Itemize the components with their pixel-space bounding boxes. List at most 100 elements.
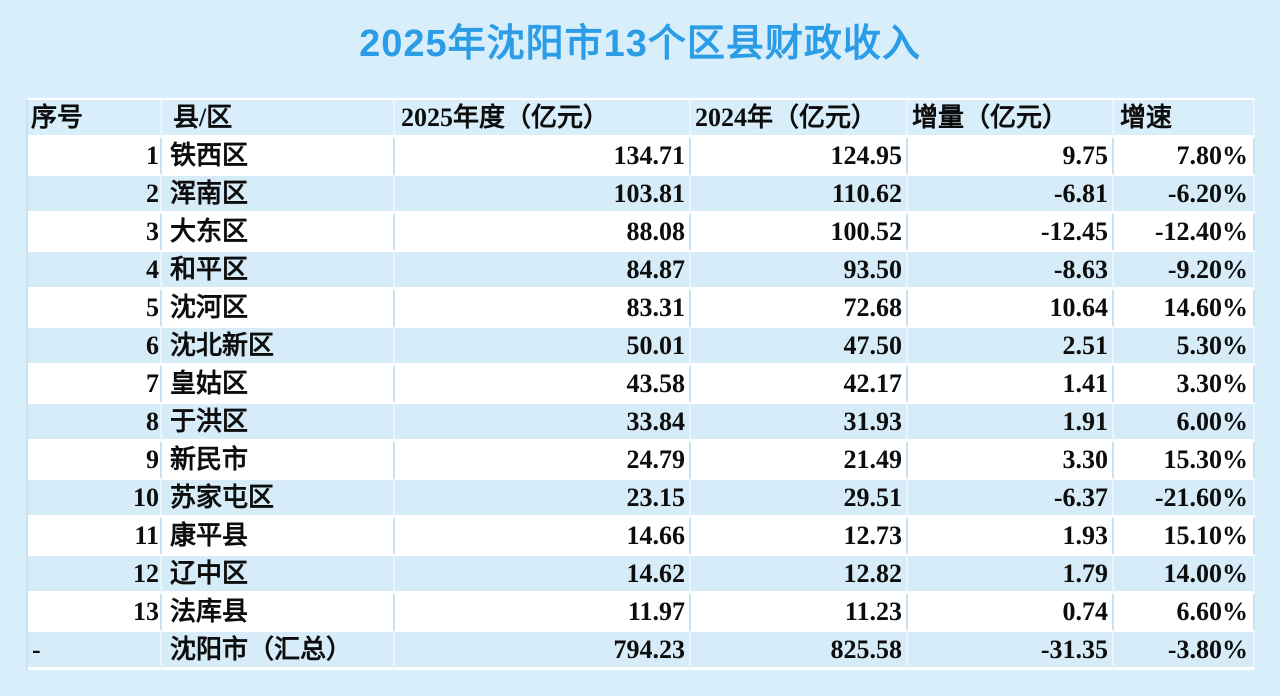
cell-2025-revenue: 84.87 bbox=[395, 252, 691, 290]
cell-index: 13 bbox=[28, 594, 162, 632]
cell-growth-rate: -6.20% bbox=[1114, 176, 1255, 214]
cell-2024-revenue: 93.50 bbox=[691, 252, 908, 290]
cell-index: 7 bbox=[28, 366, 162, 404]
cell-growth-rate: 15.10% bbox=[1114, 518, 1255, 556]
cell-growth-rate: -21.60% bbox=[1114, 480, 1255, 518]
header-row: 序号 县/区 2025年度（亿元） 2024年（亿元） 增量（亿元） 增速 bbox=[28, 100, 1255, 138]
cell-district: 新民市 bbox=[162, 442, 395, 480]
cell-district: 浑南区 bbox=[162, 176, 395, 214]
cell-2024-revenue: 47.50 bbox=[691, 328, 908, 366]
cell-delta: -6.37 bbox=[908, 480, 1114, 518]
cell-2024-revenue: 110.62 bbox=[691, 176, 908, 214]
cell-growth-rate: 6.60% bbox=[1114, 594, 1255, 632]
cell-index: 3 bbox=[28, 214, 162, 252]
column-header-2024-revenue: 2024年（亿元） bbox=[691, 100, 908, 138]
cell-2025-revenue: 23.15 bbox=[395, 480, 691, 518]
cell-growth-rate: -9.20% bbox=[1114, 252, 1255, 290]
table-row: 9 新民市 24.79 21.49 3.30 15.30% bbox=[28, 442, 1255, 480]
cell-district: 皇姑区 bbox=[162, 366, 395, 404]
cell-index: 12 bbox=[28, 556, 162, 594]
cell-2025-revenue: 24.79 bbox=[395, 442, 691, 480]
cell-growth-rate: 14.60% bbox=[1114, 290, 1255, 328]
table-row: 6 沈北新区 50.01 47.50 2.51 5.30% bbox=[28, 328, 1255, 366]
cell-growth-rate: 15.30% bbox=[1114, 442, 1255, 480]
cell-2025-revenue: 88.08 bbox=[395, 214, 691, 252]
cell-2025-revenue: 14.62 bbox=[395, 556, 691, 594]
column-header-growth-rate: 增速 bbox=[1114, 100, 1255, 138]
column-header-index: 序号 bbox=[28, 100, 162, 138]
table-row: 7 皇姑区 43.58 42.17 1.41 3.30% bbox=[28, 366, 1255, 404]
cell-district: 大东区 bbox=[162, 214, 395, 252]
column-header-delta: 增量（亿元） bbox=[908, 100, 1114, 138]
cell-growth-rate: 6.00% bbox=[1114, 404, 1255, 442]
table-row: 11 康平县 14.66 12.73 1.93 15.10% bbox=[28, 518, 1255, 556]
cell-2025-revenue: 794.23 bbox=[395, 632, 691, 670]
cell-2025-revenue: 103.81 bbox=[395, 176, 691, 214]
table-row: 2 浑南区 103.81 110.62 -6.81 -6.20% bbox=[28, 176, 1255, 214]
cell-delta: -12.45 bbox=[908, 214, 1114, 252]
table-row: 12 辽中区 14.62 12.82 1.79 14.00% bbox=[28, 556, 1255, 594]
cell-growth-rate: 7.80% bbox=[1114, 138, 1255, 176]
table-row: 10 苏家屯区 23.15 29.51 -6.37 -21.60% bbox=[28, 480, 1255, 518]
column-header-district: 县/区 bbox=[162, 100, 395, 138]
cell-delta: 1.93 bbox=[908, 518, 1114, 556]
cell-district: 法库县 bbox=[162, 594, 395, 632]
table-row: 4 和平区 84.87 93.50 -8.63 -9.20% bbox=[28, 252, 1255, 290]
cell-growth-rate: -3.80% bbox=[1114, 632, 1255, 670]
table-row: 5 沈河区 83.31 72.68 10.64 14.60% bbox=[28, 290, 1255, 328]
cell-growth-rate: 5.30% bbox=[1114, 328, 1255, 366]
cell-2024-revenue: 124.95 bbox=[691, 138, 908, 176]
cell-growth-rate: 3.30% bbox=[1114, 366, 1255, 404]
cell-delta: 3.30 bbox=[908, 442, 1114, 480]
cell-2024-revenue: 42.17 bbox=[691, 366, 908, 404]
cell-2025-revenue: 14.66 bbox=[395, 518, 691, 556]
cell-delta: -31.35 bbox=[908, 632, 1114, 670]
cell-2024-revenue: 31.93 bbox=[691, 404, 908, 442]
cell-delta: 10.64 bbox=[908, 290, 1114, 328]
cell-index: 5 bbox=[28, 290, 162, 328]
cell-2024-revenue: 21.49 bbox=[691, 442, 908, 480]
cell-district: 沈北新区 bbox=[162, 328, 395, 366]
cell-district: 和平区 bbox=[162, 252, 395, 290]
cell-2024-revenue: 29.51 bbox=[691, 480, 908, 518]
table-header: 序号 县/区 2025年度（亿元） 2024年（亿元） 增量（亿元） 增速 bbox=[28, 100, 1255, 138]
cell-index: 2 bbox=[28, 176, 162, 214]
cell-delta: 1.41 bbox=[908, 366, 1114, 404]
table-row: 13 法库县 11.97 11.23 0.74 6.60% bbox=[28, 594, 1255, 632]
cell-delta: 1.79 bbox=[908, 556, 1114, 594]
revenue-table-body: 1 铁西区 134.71 124.95 9.75 7.80% 2 浑南区 103.81 110.6… bbox=[28, 138, 1255, 670]
cell-delta: 2.51 bbox=[908, 328, 1114, 366]
cell-index: 8 bbox=[28, 404, 162, 442]
cell-index: 6 bbox=[28, 328, 162, 366]
cell-2025-revenue: 50.01 bbox=[395, 328, 691, 366]
cell-2025-revenue: 134.71 bbox=[395, 138, 691, 176]
cell-delta: -8.63 bbox=[908, 252, 1114, 290]
table-row: 1 铁西区 134.71 124.95 9.75 7.80% bbox=[28, 138, 1255, 176]
cell-2024-revenue: 825.58 bbox=[691, 632, 908, 670]
page-title: 2025年沈阳市13个区县财政收入 bbox=[359, 23, 921, 65]
cell-2025-revenue: 11.97 bbox=[395, 594, 691, 632]
cell-delta: 1.91 bbox=[908, 404, 1114, 442]
cell-2024-revenue: 11.23 bbox=[691, 594, 908, 632]
cell-index: 10 bbox=[28, 480, 162, 518]
cell-growth-rate: 14.00% bbox=[1114, 556, 1255, 594]
table-row: - 沈阳市（汇总） 794.23 825.58 -31.35 -3.80% bbox=[28, 632, 1255, 670]
cell-2024-revenue: 12.82 bbox=[691, 556, 908, 594]
cell-2025-revenue: 83.31 bbox=[395, 290, 691, 328]
cell-district: 苏家屯区 bbox=[162, 480, 395, 518]
cell-2024-revenue: 72.68 bbox=[691, 290, 908, 328]
cell-district: 于洪区 bbox=[162, 404, 395, 442]
cell-delta: 9.75 bbox=[908, 138, 1114, 176]
cell-index: 1 bbox=[28, 138, 162, 176]
cell-district: 沈河区 bbox=[162, 290, 395, 328]
cell-2025-revenue: 33.84 bbox=[395, 404, 691, 442]
cell-index: 11 bbox=[28, 518, 162, 556]
cell-index: - bbox=[28, 632, 162, 670]
cell-district: 沈阳市（汇总） bbox=[162, 632, 395, 670]
cell-index: 4 bbox=[28, 252, 162, 290]
cell-2025-revenue: 43.58 bbox=[395, 366, 691, 404]
column-header-2025-revenue: 2025年度（亿元） bbox=[395, 100, 691, 138]
cell-district: 辽中区 bbox=[162, 556, 395, 594]
